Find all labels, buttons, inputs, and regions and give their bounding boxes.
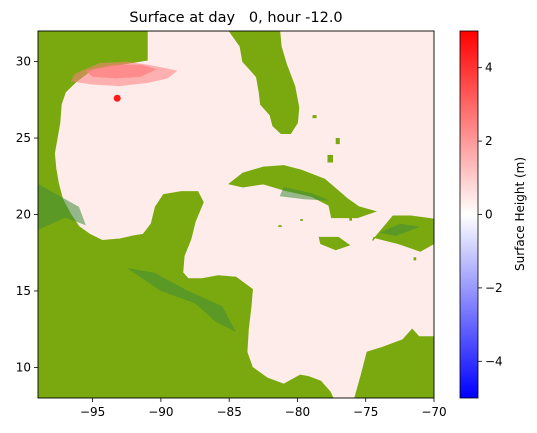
y-tick-label: 25 xyxy=(16,131,31,145)
forest-patch xyxy=(38,183,86,230)
colorbar-tick-label: 0 xyxy=(485,208,493,222)
island xyxy=(312,115,317,119)
island xyxy=(278,225,282,227)
colorbar-axis: −4 −2 0 2 4 xyxy=(478,61,503,368)
x-tick-label: −80 xyxy=(285,405,310,419)
x-axis: −95 −90 −85 −80 −75 −70 xyxy=(80,398,447,419)
colorbar-label: Surface Height (m) xyxy=(513,157,527,271)
land-polygon xyxy=(372,215,434,252)
island xyxy=(505,241,508,243)
y-axis: 10 15 20 25 30 xyxy=(16,55,38,374)
forest-patch xyxy=(126,268,236,333)
island xyxy=(349,217,352,221)
x-tick-label: −75 xyxy=(353,405,378,419)
storm-marker xyxy=(113,94,121,102)
land-polygon xyxy=(38,31,334,398)
land-polygon xyxy=(318,236,351,251)
y-tick-label: 20 xyxy=(16,208,31,222)
y-tick-label: 15 xyxy=(16,284,31,298)
y-tick-label: 30 xyxy=(16,55,31,69)
colorbar-tick-label: −2 xyxy=(485,281,503,295)
island xyxy=(335,138,340,145)
land-layer xyxy=(38,31,508,398)
island xyxy=(413,257,417,261)
island xyxy=(327,154,333,163)
island xyxy=(300,219,303,221)
forest-patch xyxy=(279,187,331,201)
land-polygon xyxy=(38,31,300,134)
x-tick-label: −85 xyxy=(217,405,242,419)
colorbar-tick-label: 2 xyxy=(485,134,493,148)
colorbar-tick-label: −4 xyxy=(485,354,503,368)
surge-core xyxy=(85,64,157,79)
forest-patch xyxy=(379,223,421,236)
surge-layer xyxy=(70,61,178,87)
map-area xyxy=(38,31,508,398)
chart-title: Surface at day 0, hour -12.0 xyxy=(129,10,342,26)
y-tick-label: 10 xyxy=(16,360,31,374)
x-tick-label: −90 xyxy=(148,405,173,419)
land-polygon xyxy=(354,328,434,398)
colorbar-tick-label: 4 xyxy=(485,61,493,75)
x-tick-label: −95 xyxy=(80,405,105,419)
x-tick-label: −70 xyxy=(421,405,446,419)
colorbar xyxy=(459,30,479,399)
